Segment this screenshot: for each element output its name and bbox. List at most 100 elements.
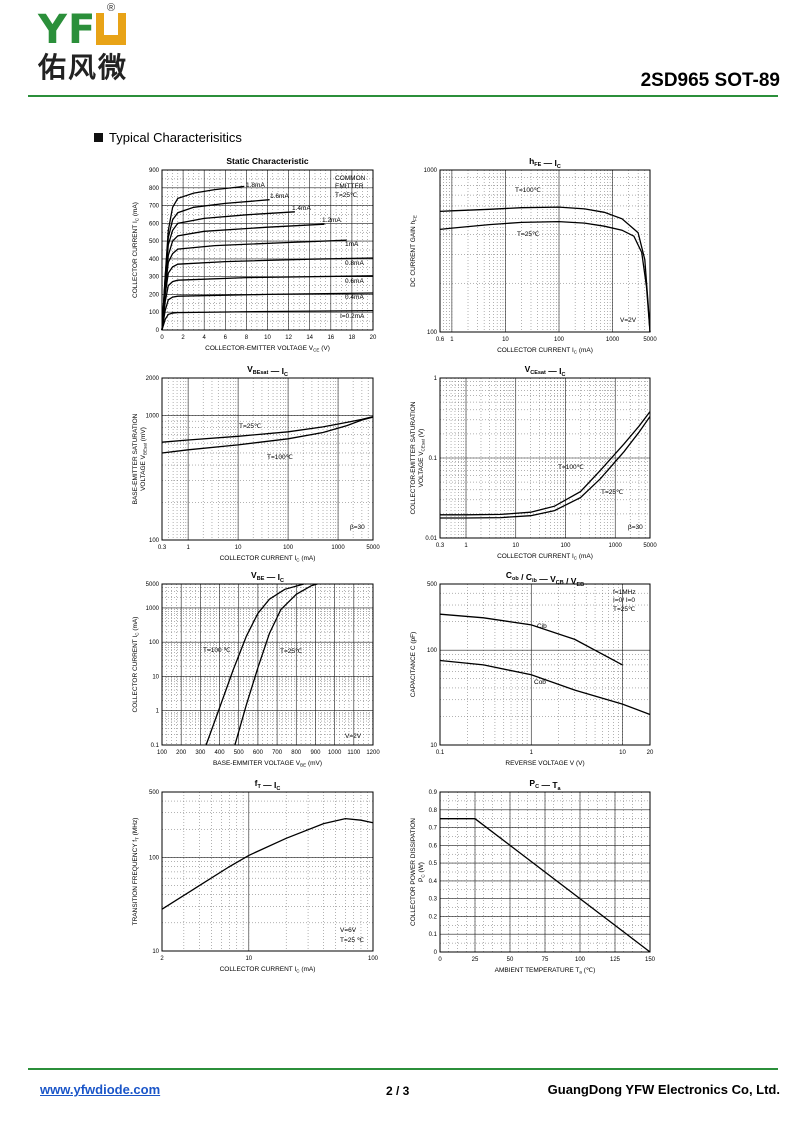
y-tick-label: 700 [149, 204, 160, 210]
x-tick-label: 20 [370, 335, 377, 341]
series-line [440, 416, 651, 519]
series-label: T=25℃ [517, 231, 540, 238]
y-axis-label: TRANSITION FREQUENCY fT (MHz) [132, 818, 140, 926]
series-label: T=100℃ [267, 454, 294, 461]
x-tick-label: 5000 [643, 337, 657, 343]
series-line [439, 220, 651, 333]
y-tick-label: 500 [427, 582, 438, 588]
series-label: 1.8mA [246, 182, 265, 189]
chart-annotation: I=0/ I=0 [613, 597, 635, 604]
x-tick-label: 100 [283, 545, 294, 551]
y-tick-label: 0.8 [429, 808, 438, 814]
chart-title: VCEsat — IC [525, 364, 566, 378]
y-tick-label: 1000 [146, 606, 160, 612]
chart-annotation: T=25℃ [335, 192, 358, 199]
y-tick-label: 1000 [424, 168, 438, 174]
x-tick-label: 300 [195, 750, 206, 756]
x-tick-label: 0.3 [436, 543, 445, 549]
y-tick-label: 500 [149, 790, 160, 796]
y-tick-label: 0.9 [429, 790, 438, 796]
series-label: T=25℃ [280, 648, 303, 655]
x-tick-label: 800 [291, 750, 302, 756]
x-tick-label: 100 [554, 337, 565, 343]
company-logo: YF 佑风微 [38, 8, 128, 84]
x-tick-label: 1000 [328, 750, 342, 756]
chart-annotation: β=30 [350, 524, 365, 531]
y-tick-label: 800 [149, 186, 160, 192]
chart-annotation: V=2V [620, 317, 637, 324]
y-tick-label: 0.5 [429, 861, 438, 867]
y-axis-label: DC CURRENT GAIN hFE [410, 215, 418, 287]
plot-frame [161, 791, 374, 952]
x-tick-label: 20 [647, 750, 654, 756]
chart-title: VBEsat — IC [247, 364, 288, 378]
series-line [161, 199, 270, 331]
y-axis-label: COLLECTOR CURRENT IC (mA) [132, 617, 140, 713]
series-label: 0.6mA [345, 278, 364, 285]
part-number: 2SD965 SOT-89 [640, 70, 780, 91]
x-tick-label: 200 [176, 750, 187, 756]
x-tick-label: 16 [327, 335, 334, 341]
series-line [161, 416, 374, 454]
x-axis-label: COLLECTOR-EMITTER VOLTAGE VCE (V) [205, 345, 330, 353]
x-tick-label: 2 [181, 335, 185, 341]
series-line [161, 239, 347, 331]
logo-wordmark: YF [38, 8, 128, 52]
plot-frame [439, 583, 651, 746]
series-line [439, 659, 651, 716]
y-tick-label: 500 [149, 239, 160, 245]
chart-annotation: β=30 [628, 524, 643, 531]
series-line [161, 309, 374, 331]
y-tick-label: 0.7 [429, 826, 438, 832]
x-axis-label: BASE-EMMITER VOLTAGE VBE (mV) [213, 760, 322, 768]
plot-frame [439, 169, 651, 333]
series-label: 0.4mA [345, 294, 364, 301]
y-tick-label: 0.2 [429, 914, 438, 920]
series-label: T=25℃ [239, 423, 262, 430]
y-tick-label: 1 [434, 376, 438, 382]
chart-title: fT — IC [255, 778, 281, 792]
series-line [205, 583, 305, 746]
section-title-text: Typical Characterisitics [109, 130, 242, 145]
x-tick-label: 600 [253, 750, 264, 756]
x-tick-label: 4 [203, 335, 207, 341]
x-tick-label: 2 [160, 956, 164, 962]
series-label: T=25℃ [601, 489, 624, 496]
chart-title: VBE — IC [251, 570, 284, 584]
logo-u-shape [96, 13, 127, 45]
x-tick-label: 12 [285, 335, 292, 341]
x-axis-label: COLLECTOR CURRENT IC (mA) [497, 347, 593, 355]
x-tick-label: 10 [264, 335, 271, 341]
charts-canvas: 0 2 4 6 8 10 12 14 16 18 2001002003004005006007008… [132, 156, 657, 975]
series-label: T=100℃ [558, 464, 585, 471]
x-tick-label: 700 [272, 750, 283, 756]
y-axis-label: COLLECTOR-EMITTER SATURATION [410, 401, 417, 514]
x-tick-label: 100 [575, 957, 586, 963]
y-tick-label: 0 [156, 328, 160, 334]
y-tick-label: 0.1 [151, 743, 160, 749]
x-tick-label: 100 [157, 750, 168, 756]
y-tick-label: 100 [149, 310, 160, 316]
chart-annotation: T=25 ℃ [340, 937, 365, 944]
x-axis-label: COLLECTOR CURRENT IC (mA) [220, 555, 316, 563]
chart-c3: 0.3 1 10 100 1000 5000 100 1000 2000 T=25℃ T=100℃ β… [132, 364, 380, 563]
logo-chinese-name: 佑风微 [38, 51, 129, 84]
x-tick-label: 0.1 [436, 750, 445, 756]
plot-frame [161, 377, 374, 541]
series-label: Cib [537, 623, 547, 630]
x-tick-label: 50 [507, 957, 514, 963]
chart-annotation: V=6V [340, 927, 357, 934]
y-tick-label: 1 [156, 709, 160, 715]
bullet-square-icon [94, 133, 103, 142]
section-title: Typical Characterisitics [94, 130, 242, 145]
y-tick-label: 100 [149, 538, 160, 544]
x-tick-label: 100 [368, 956, 379, 962]
x-tick-label: 5000 [643, 543, 657, 549]
website-link[interactable]: www.yfwdiode.com [40, 1082, 161, 1097]
series-line [161, 185, 245, 331]
chart-title: PC — Ta [529, 778, 561, 792]
y-tick-label: 100 [149, 855, 160, 861]
series-label: Cob [534, 679, 546, 686]
series-label: 1.6mA [270, 193, 289, 200]
